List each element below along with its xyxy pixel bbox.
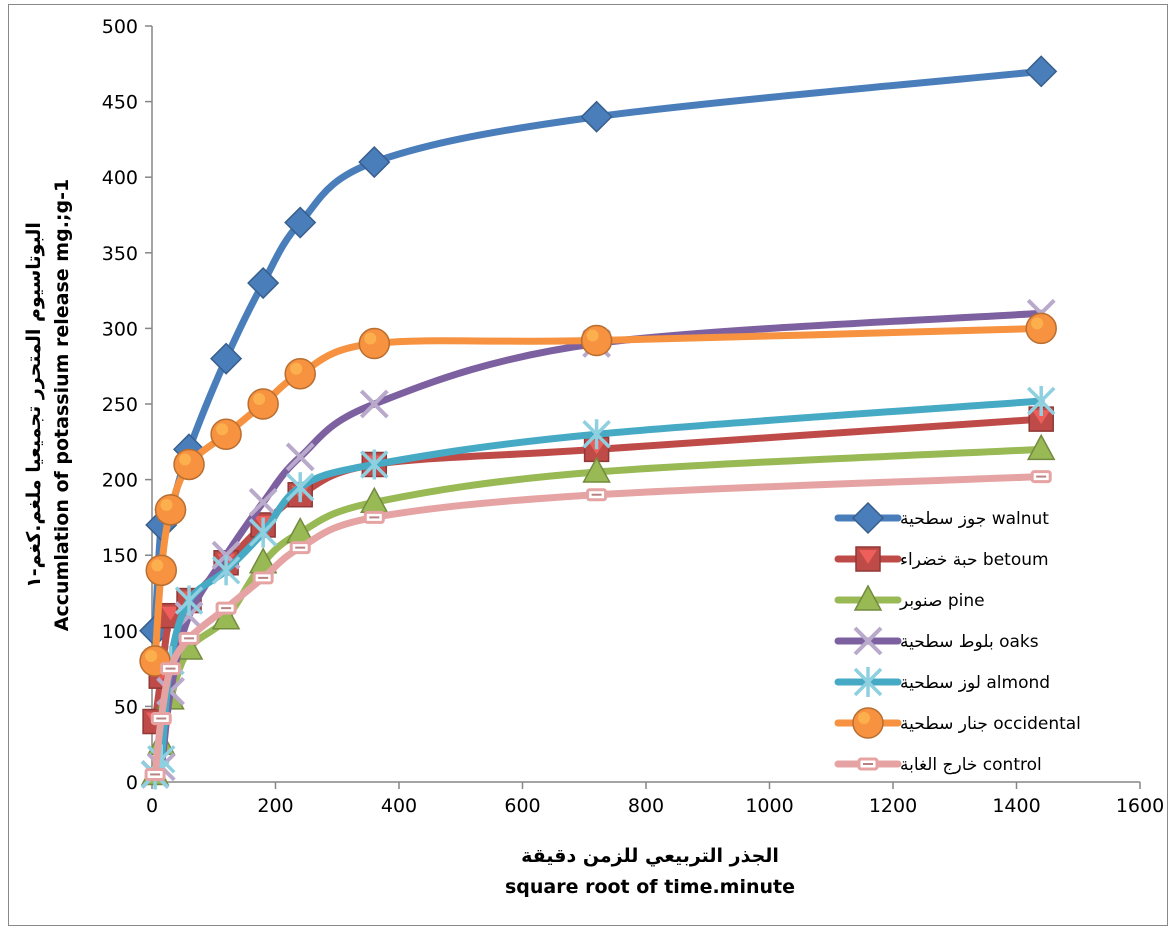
data-point [358, 327, 391, 360]
y-tick-label: 350 [102, 243, 138, 265]
legend-entry: لوز سطحية almond [834, 667, 1050, 697]
y-axis-title-arabic: البوتاسيوم المتحرر تجميعيا ملغم.كغم-١ [23, 222, 45, 588]
legend-marker [855, 546, 881, 572]
data-point [154, 494, 187, 526]
data-point [145, 554, 178, 587]
data-point [289, 541, 311, 555]
data-point [247, 266, 280, 300]
legend-label: جوز سطحية walnut [900, 509, 1049, 529]
data-point [285, 472, 315, 503]
legend-marker [853, 667, 883, 697]
legend-label: جنار سطحية occidental [900, 714, 1081, 734]
data-point [586, 488, 608, 502]
y-tick-label: 500 [102, 16, 138, 38]
legend-entry: بلوط سطحية oaks [834, 626, 1039, 656]
legend-marker [853, 626, 883, 656]
data-point [580, 324, 613, 357]
data-point [215, 601, 237, 615]
x-axis-title-english: square root of time.minute [505, 876, 795, 898]
y-tick-label: 250 [102, 394, 138, 416]
legend: جوز سطحية walnut حبة خضراء betoum صنوبر pi… [834, 501, 1081, 775]
x-tick-label: 1000 [745, 795, 793, 817]
y-axis-title-english: Accumlation of potassium release mg.;g-1 [51, 179, 73, 631]
data-point [360, 449, 389, 480]
data-point [210, 418, 242, 450]
data-point [285, 442, 315, 472]
series-layer [139, 55, 1058, 790]
y-tick-label: 400 [102, 167, 138, 189]
data-point [160, 662, 182, 676]
legend-entry: حبة خضراء betoum [834, 546, 1049, 572]
legend-label: صنوبر pine [899, 591, 985, 611]
x-tick-label: 600 [504, 795, 540, 817]
legend-marker [853, 584, 883, 611]
legend-marker [851, 501, 885, 535]
data-point [178, 631, 200, 645]
y-tick-label: 0 [126, 772, 138, 794]
x-tick-label: 200 [257, 795, 293, 817]
legend-label: بلوط سطحية oaks [900, 632, 1039, 652]
x-tick-label: 0 [146, 795, 158, 817]
legend-label: خارج الغابة control [900, 755, 1042, 775]
data-point [144, 767, 166, 781]
y-tick-label: 300 [102, 318, 138, 340]
data-point [211, 555, 241, 586]
data-point [173, 448, 205, 481]
data-point [1025, 55, 1058, 88]
data-point [1025, 312, 1057, 345]
series-7 [144, 470, 1052, 781]
legend-marker [852, 707, 884, 739]
data-point [1030, 470, 1052, 484]
data-point [284, 358, 316, 390]
legend-entry: صنوبر pine [834, 584, 985, 611]
x-tick-label: 1400 [992, 795, 1040, 817]
data-point [582, 456, 611, 483]
series-6 [139, 312, 1057, 677]
legend-label: لوز سطحية almond [900, 673, 1050, 693]
data-point [248, 517, 278, 548]
data-point [580, 100, 613, 133]
y-tick-label: 50 [114, 696, 138, 718]
legend-entry: جوز سطحية walnut [834, 501, 1049, 535]
x-tick-label: 1200 [869, 795, 917, 817]
data-point [174, 585, 204, 616]
data-point [284, 206, 317, 239]
data-point [248, 487, 278, 517]
x-tick-label: 1600 [1116, 795, 1164, 817]
y-tick-label: 150 [102, 545, 138, 567]
y-tick-label: 450 [102, 92, 138, 114]
data-point [1026, 433, 1056, 461]
y-tick-label: 100 [102, 621, 138, 643]
data-point [358, 146, 391, 179]
data-point [247, 388, 279, 420]
y-tick-label: 200 [102, 470, 138, 492]
data-point [252, 571, 274, 585]
x-tick-label: 800 [628, 795, 664, 817]
data-point [150, 711, 172, 725]
x-tick-label: 400 [381, 795, 417, 817]
data-point [359, 389, 389, 419]
data-point [210, 342, 243, 375]
legend-label: حبة خضراء betoum [900, 550, 1049, 570]
legend-marker [857, 757, 879, 771]
legend-entry: خارج الغابة control [834, 755, 1042, 775]
data-point [363, 510, 385, 524]
x-axis-title-arabic: الجذر التربيعي للزمن دقيقة [521, 845, 779, 867]
data-point [582, 419, 611, 450]
data-point [1026, 385, 1056, 416]
legend-entry: جنار سطحية occidental [834, 707, 1081, 739]
